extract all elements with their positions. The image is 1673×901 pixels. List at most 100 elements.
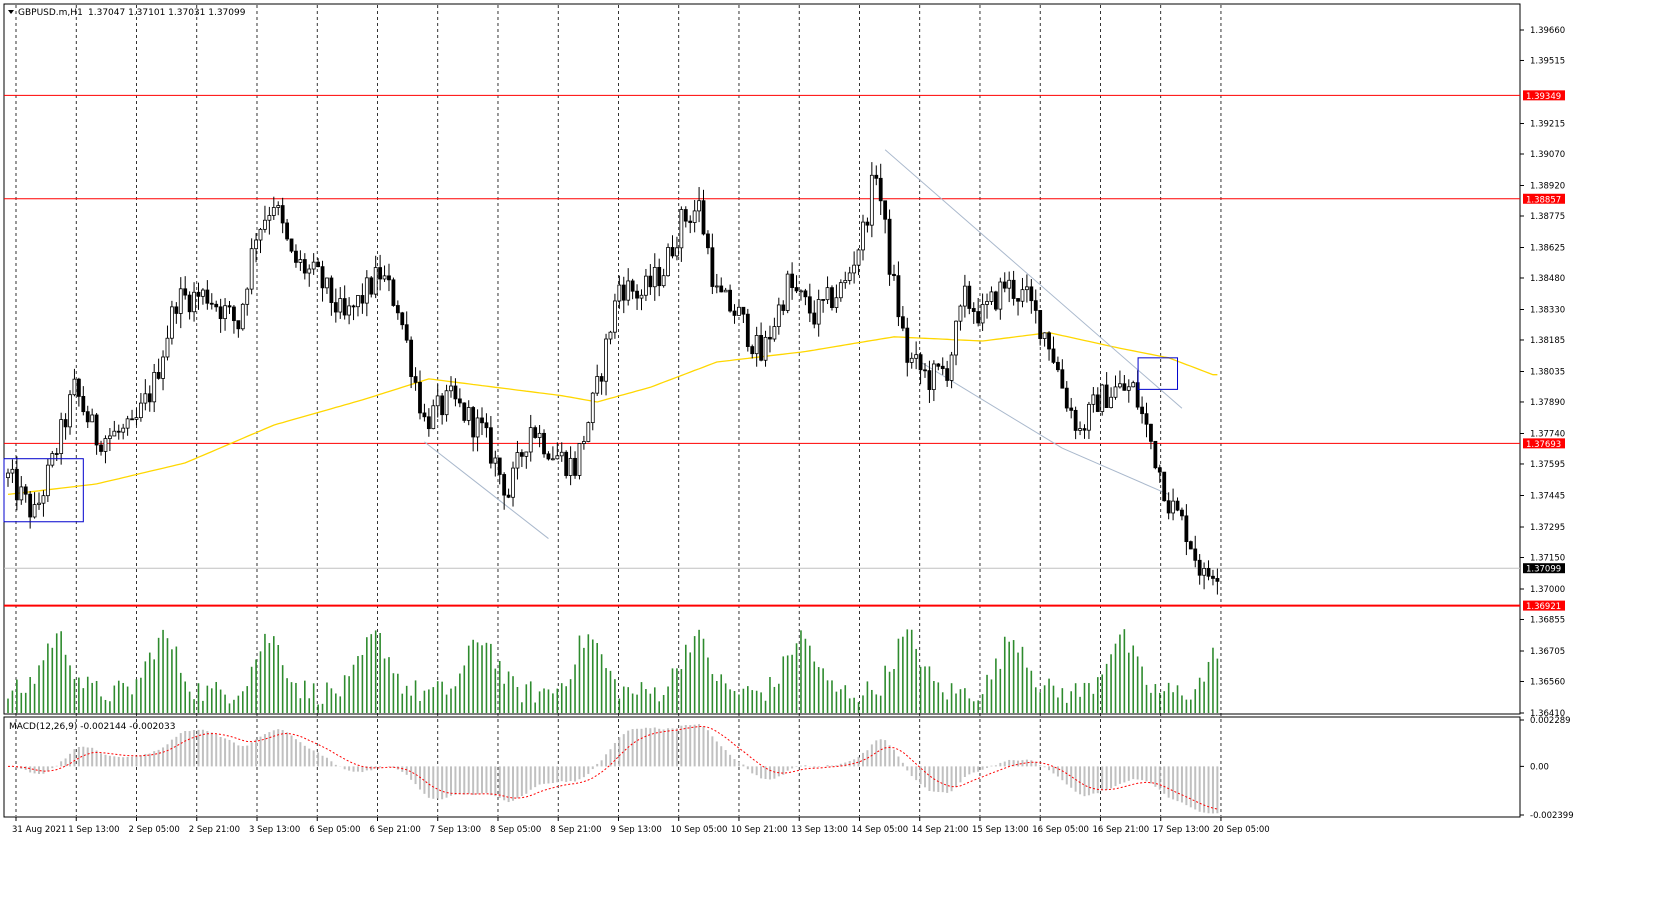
candle-body <box>378 267 383 280</box>
candle-body <box>604 338 608 382</box>
candle-body <box>192 291 196 313</box>
candle-body <box>515 452 520 469</box>
candle-body <box>395 305 400 314</box>
candle-body <box>165 337 170 358</box>
candle-body <box>550 458 555 461</box>
current-price-label: 1.37099 <box>1526 565 1561 575</box>
level-price-box <box>1523 90 1565 101</box>
price-tick-label: 1.38035 <box>1530 368 1565 378</box>
price-tick-label: 1.36410 <box>1530 709 1565 719</box>
candle-body <box>116 430 121 433</box>
candle-body <box>861 221 865 251</box>
candle-body <box>511 467 515 498</box>
candle-body <box>737 306 741 316</box>
moving-average <box>7 331 1218 496</box>
candle-body <box>205 289 210 304</box>
candle-body <box>143 393 148 404</box>
candle-body <box>1126 386 1131 391</box>
candle-body <box>546 453 551 460</box>
time-tick-label: 15 Sep 13:00 <box>972 825 1029 835</box>
candle-body <box>280 205 285 224</box>
candle-body <box>568 457 573 476</box>
candle-body <box>710 247 715 287</box>
candle-body <box>471 407 476 438</box>
candle-body <box>1113 386 1118 398</box>
time-tick-label: 16 Sep 21:00 <box>1092 825 1149 835</box>
candle-body <box>130 418 134 421</box>
volume-bars <box>7 629 1219 713</box>
level-price-label: 1.36921 <box>1526 602 1561 612</box>
candlesticks <box>6 162 1220 595</box>
candle-body <box>232 306 236 322</box>
current-price-box <box>1523 563 1565 574</box>
candle-body <box>373 267 378 295</box>
candle-body <box>706 233 710 249</box>
candle-body <box>152 371 157 403</box>
candle-body <box>422 412 427 418</box>
macd-signal-line <box>7 726 1218 810</box>
candle-body <box>236 320 241 330</box>
candle-body <box>382 275 387 280</box>
candle-body <box>971 308 976 312</box>
candle-body <box>1095 394 1100 412</box>
candle-body <box>107 435 112 439</box>
candle-body <box>900 316 905 329</box>
candle-body <box>183 288 188 296</box>
candle-body <box>413 376 418 383</box>
candle-body <box>1091 394 1096 405</box>
candle-body <box>316 261 321 268</box>
candle-body <box>174 306 179 314</box>
candle-body <box>1202 567 1206 576</box>
candle-body <box>1020 289 1025 302</box>
candle-body <box>170 306 174 339</box>
candle-body <box>1171 500 1175 514</box>
candle-body <box>887 218 892 275</box>
candle-body <box>99 444 103 452</box>
candle-body <box>555 455 560 460</box>
candle-body <box>1206 567 1211 577</box>
candle-body <box>909 357 914 363</box>
candle-body <box>1002 281 1007 289</box>
trendline <box>424 441 549 539</box>
horizontal-levels[interactable] <box>4 94 1520 607</box>
candle-body <box>351 305 356 308</box>
macd-tick-label: -0.002399 <box>1530 811 1574 821</box>
candle-body <box>519 452 524 457</box>
trendlines[interactable] <box>424 149 1183 539</box>
candle-body <box>196 291 201 297</box>
candle-body <box>1211 575 1215 579</box>
candle-body <box>754 335 759 355</box>
candle-body <box>1122 383 1127 391</box>
candle-body <box>1051 348 1056 363</box>
candle-body <box>528 427 533 453</box>
candle-body <box>404 324 409 341</box>
rectangle-objects[interactable] <box>3 357 1179 523</box>
candle-body <box>1118 383 1122 388</box>
macd-signal-path <box>7 726 1218 810</box>
candle-body <box>719 285 724 293</box>
candle-body <box>400 312 405 326</box>
candle-body <box>76 378 81 397</box>
candle-body <box>276 205 281 208</box>
price-tick-label: 1.39515 <box>1530 56 1565 66</box>
chevron-down-icon[interactable] <box>8 10 14 14</box>
candle-body <box>161 356 165 379</box>
candle-body <box>1073 409 1078 431</box>
price-tick-label: 1.36560 <box>1530 677 1565 687</box>
candle-body <box>1149 423 1153 442</box>
candle-body <box>750 346 755 355</box>
candle-body <box>502 474 507 496</box>
candle-body <box>50 453 55 466</box>
candle-body <box>533 427 538 438</box>
price-tick-label: 1.37890 <box>1530 398 1565 408</box>
candle-body <box>94 414 99 446</box>
candle-body <box>418 381 422 414</box>
candle-body <box>927 370 932 390</box>
candle-body <box>803 290 808 298</box>
candle-body <box>1153 440 1158 469</box>
candle-body <box>68 394 72 428</box>
candle-body <box>223 305 227 320</box>
candle-body <box>1104 384 1109 409</box>
